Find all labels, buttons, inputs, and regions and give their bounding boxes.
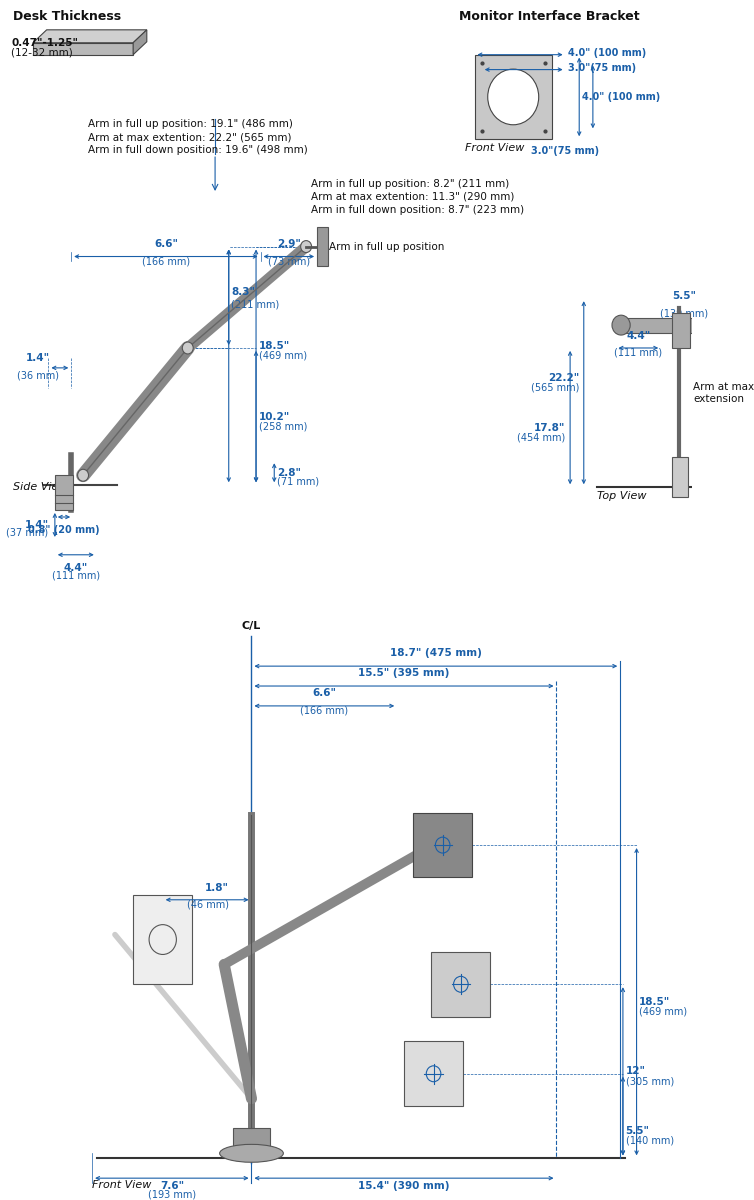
Text: (565 mm): (565 mm) [531, 383, 579, 392]
Text: (12-32 mm): (12-32 mm) [11, 48, 73, 58]
Text: Arm in full up position: Arm in full up position [329, 241, 444, 252]
Text: (140 mm): (140 mm) [626, 1136, 674, 1146]
Text: 0.47"-1.25": 0.47"-1.25" [11, 37, 78, 48]
Circle shape [78, 469, 88, 481]
Text: 5.5": 5.5" [672, 292, 696, 301]
Circle shape [182, 342, 193, 354]
Text: 22.2": 22.2" [548, 373, 579, 383]
Text: (469 mm): (469 mm) [639, 1007, 688, 1016]
Text: Arm in full down position: 19.6" (498 mm): Arm in full down position: 19.6" (498 mm… [87, 145, 308, 155]
Text: 18.5": 18.5" [259, 341, 290, 350]
Text: 18.5": 18.5" [639, 997, 670, 1007]
Text: (193 mm): (193 mm) [148, 1189, 196, 1199]
Polygon shape [133, 30, 147, 55]
Polygon shape [33, 43, 133, 55]
Text: Desk Thickness: Desk Thickness [13, 10, 121, 23]
Text: Front View: Front View [92, 1180, 152, 1190]
Text: (111 mm): (111 mm) [52, 571, 100, 581]
Bar [317, 227, 328, 266]
Text: Front View: Front View [465, 143, 525, 154]
Text: 6.6": 6.6" [154, 239, 178, 248]
Polygon shape [33, 30, 147, 43]
Bar [672, 313, 690, 348]
Text: 17.8": 17.8" [534, 422, 566, 432]
Bar [615, 318, 725, 334]
Text: 12": 12" [626, 1067, 645, 1076]
Text: Side View: Side View [13, 482, 67, 492]
Text: Arm at max
extension: Arm at max extension [693, 382, 754, 403]
Bar [431, 952, 490, 1016]
Text: Top View: Top View [597, 491, 647, 502]
Text: Arm in full up position: 19.1" (486 mm): Arm in full up position: 19.1" (486 mm) [87, 119, 293, 130]
Text: (166 mm): (166 mm) [142, 257, 190, 266]
Circle shape [612, 316, 630, 335]
Text: 4.4": 4.4" [627, 331, 651, 341]
Text: 4.0" (100 mm): 4.0" (100 mm) [569, 48, 646, 58]
Text: 7.6": 7.6" [160, 1181, 184, 1192]
Text: Arm in full down position: 8.7" (223 mm): Arm in full down position: 8.7" (223 mm) [311, 205, 524, 215]
Text: 15.5" (395 mm): 15.5" (395 mm) [358, 668, 449, 678]
Text: 1.4": 1.4" [24, 520, 48, 530]
Text: C/L: C/L [242, 622, 261, 631]
Bar [133, 895, 192, 984]
Text: 6.6": 6.6" [312, 688, 336, 698]
Text: 15.4" (390 mm): 15.4" (390 mm) [358, 1181, 449, 1192]
Text: 0.8" (20 mm): 0.8" (20 mm) [28, 524, 100, 535]
Text: 3.0"(75 mm): 3.0"(75 mm) [532, 146, 599, 156]
Bar [672, 457, 688, 497]
Text: (71 mm): (71 mm) [277, 476, 319, 486]
Text: (139 mm): (139 mm) [660, 308, 708, 318]
Bar [55, 475, 73, 510]
Text: 4.4": 4.4" [63, 563, 88, 572]
Text: (37 mm): (37 mm) [6, 528, 48, 538]
Text: Arm at max extention: 22.2" (565 mm): Arm at max extention: 22.2" (565 mm) [87, 132, 291, 143]
Text: Arm in full up position: 8.2" (211 mm): Arm in full up position: 8.2" (211 mm) [311, 179, 509, 188]
Text: (454 mm): (454 mm) [517, 432, 566, 443]
Text: (166 mm): (166 mm) [300, 706, 348, 716]
Bar [474, 55, 552, 139]
Circle shape [488, 70, 538, 125]
Text: 1.4": 1.4" [26, 353, 50, 362]
Text: 10.2": 10.2" [259, 412, 290, 421]
Ellipse shape [219, 1145, 284, 1163]
Text: 8.3": 8.3" [231, 287, 256, 298]
Text: (469 mm): (469 mm) [259, 350, 307, 361]
Text: 1.8": 1.8" [205, 883, 228, 893]
Text: 5.5": 5.5" [626, 1126, 650, 1136]
Bar [413, 812, 472, 877]
Text: Arm at max extention: 11.3" (290 mm): Arm at max extention: 11.3" (290 mm) [311, 192, 514, 202]
Text: 4.0" (100 mm): 4.0" (100 mm) [582, 92, 661, 102]
Circle shape [301, 241, 311, 252]
Text: (305 mm): (305 mm) [626, 1076, 674, 1086]
Text: (211 mm): (211 mm) [231, 299, 280, 310]
Text: 2.9": 2.9" [277, 239, 301, 248]
Text: (46 mm): (46 mm) [187, 900, 228, 910]
Text: 18.7" (475 mm): 18.7" (475 mm) [390, 648, 482, 658]
Bar [233, 1128, 270, 1158]
Text: (111 mm): (111 mm) [615, 348, 663, 358]
Text: 2.8": 2.8" [277, 468, 301, 479]
Text: (36 mm): (36 mm) [17, 371, 59, 380]
Text: (258 mm): (258 mm) [259, 421, 307, 432]
Text: 3.0"(75 mm): 3.0"(75 mm) [569, 62, 636, 73]
Bar [404, 1042, 463, 1106]
Text: Monitor Interface Bracket: Monitor Interface Bracket [459, 10, 639, 23]
Text: (73 mm): (73 mm) [268, 257, 310, 266]
